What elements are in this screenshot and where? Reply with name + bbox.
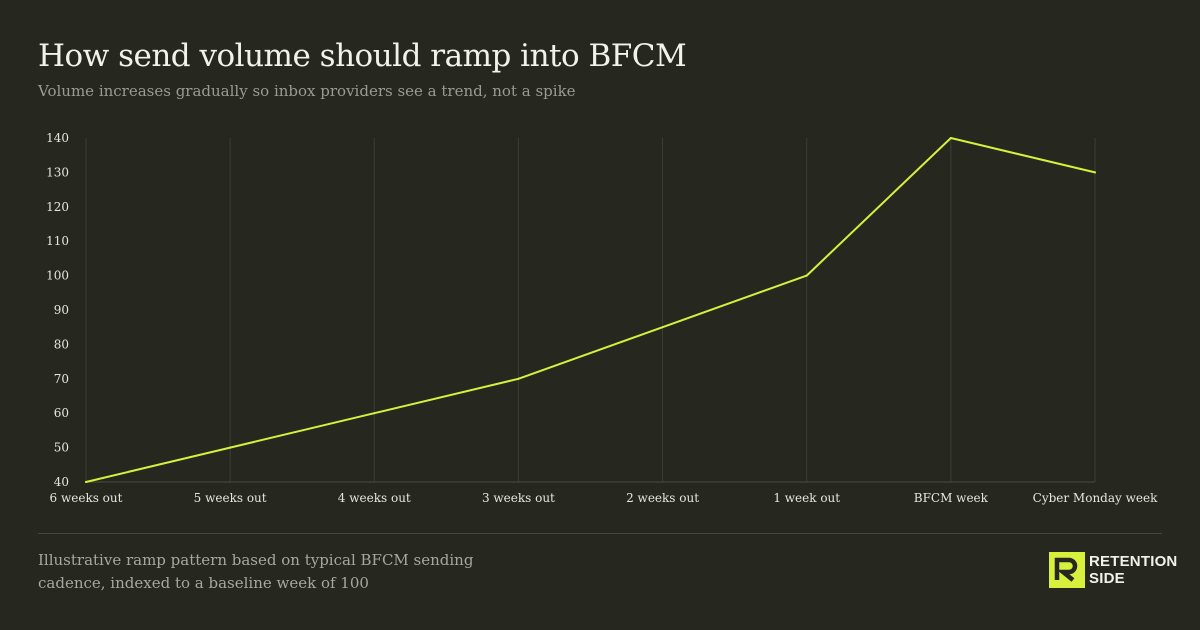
- x-tick-label: 2 weeks out: [626, 491, 699, 505]
- line-chart: 40 50 60 70 80 90 100 110 120 130 140 6 weeks out 5…: [46, 131, 1159, 505]
- chart-title: How send volume should ramp into BFCM: [38, 38, 687, 74]
- data-point: [229, 446, 232, 449]
- y-tick-label: 140: [46, 131, 69, 145]
- retention-side-logo-icon: [1049, 552, 1085, 588]
- y-tick-label: 130: [46, 165, 69, 179]
- series: [85, 137, 1096, 483]
- y-tick-label: 60: [54, 406, 69, 420]
- brand-line-2: SIDE: [1089, 570, 1125, 587]
- grid-lines: [85, 138, 1096, 482]
- x-tick-label: 1 week out: [773, 491, 840, 505]
- y-tick-label: 100: [46, 269, 69, 283]
- brand-line-1: RETENTION: [1089, 553, 1178, 570]
- brand-logo: RETENTION SIDE: [1049, 551, 1177, 589]
- x-tick-label: Cyber Monday week: [1033, 491, 1158, 505]
- x-tick-label: BFCM week: [914, 491, 989, 505]
- x-tick-label: 6 weeks out: [50, 491, 123, 505]
- data-point: [805, 274, 808, 277]
- data-point: [373, 412, 376, 415]
- x-tick-label: 5 weeks out: [194, 491, 267, 505]
- chart-subtitle: Volume increases gradually so inbox prov…: [38, 82, 576, 100]
- data-point: [661, 326, 664, 329]
- data-point: [517, 377, 520, 380]
- y-tick-label: 90: [54, 303, 69, 317]
- x-axis-ticks: 6 weeks out 5 weeks out 4 weeks out 3 weeks…: [50, 491, 1159, 505]
- footer-note: Illustrative ramp pattern based on typic…: [38, 551, 474, 592]
- footer-divider: [38, 533, 1162, 534]
- series-line: [85, 137, 1096, 483]
- x-tick-label: 3 weeks out: [482, 491, 555, 505]
- y-tick-label: 80: [54, 337, 69, 351]
- y-tick-label: 110: [46, 234, 69, 248]
- y-tick-label: 120: [46, 200, 69, 214]
- y-tick-label: 50: [54, 441, 69, 455]
- data-point: [949, 137, 952, 139]
- y-tick-label: 70: [54, 372, 69, 386]
- y-axis-ticks: 40 50 60 70 80 90 100 110 120 130 140: [46, 131, 69, 489]
- data-point: [1094, 171, 1096, 174]
- data-point: [85, 481, 87, 483]
- x-tick-label: 4 weeks out: [338, 491, 411, 505]
- y-tick-label: 40: [54, 475, 69, 489]
- brand-wordmark: RETENTION SIDE: [1089, 553, 1177, 587]
